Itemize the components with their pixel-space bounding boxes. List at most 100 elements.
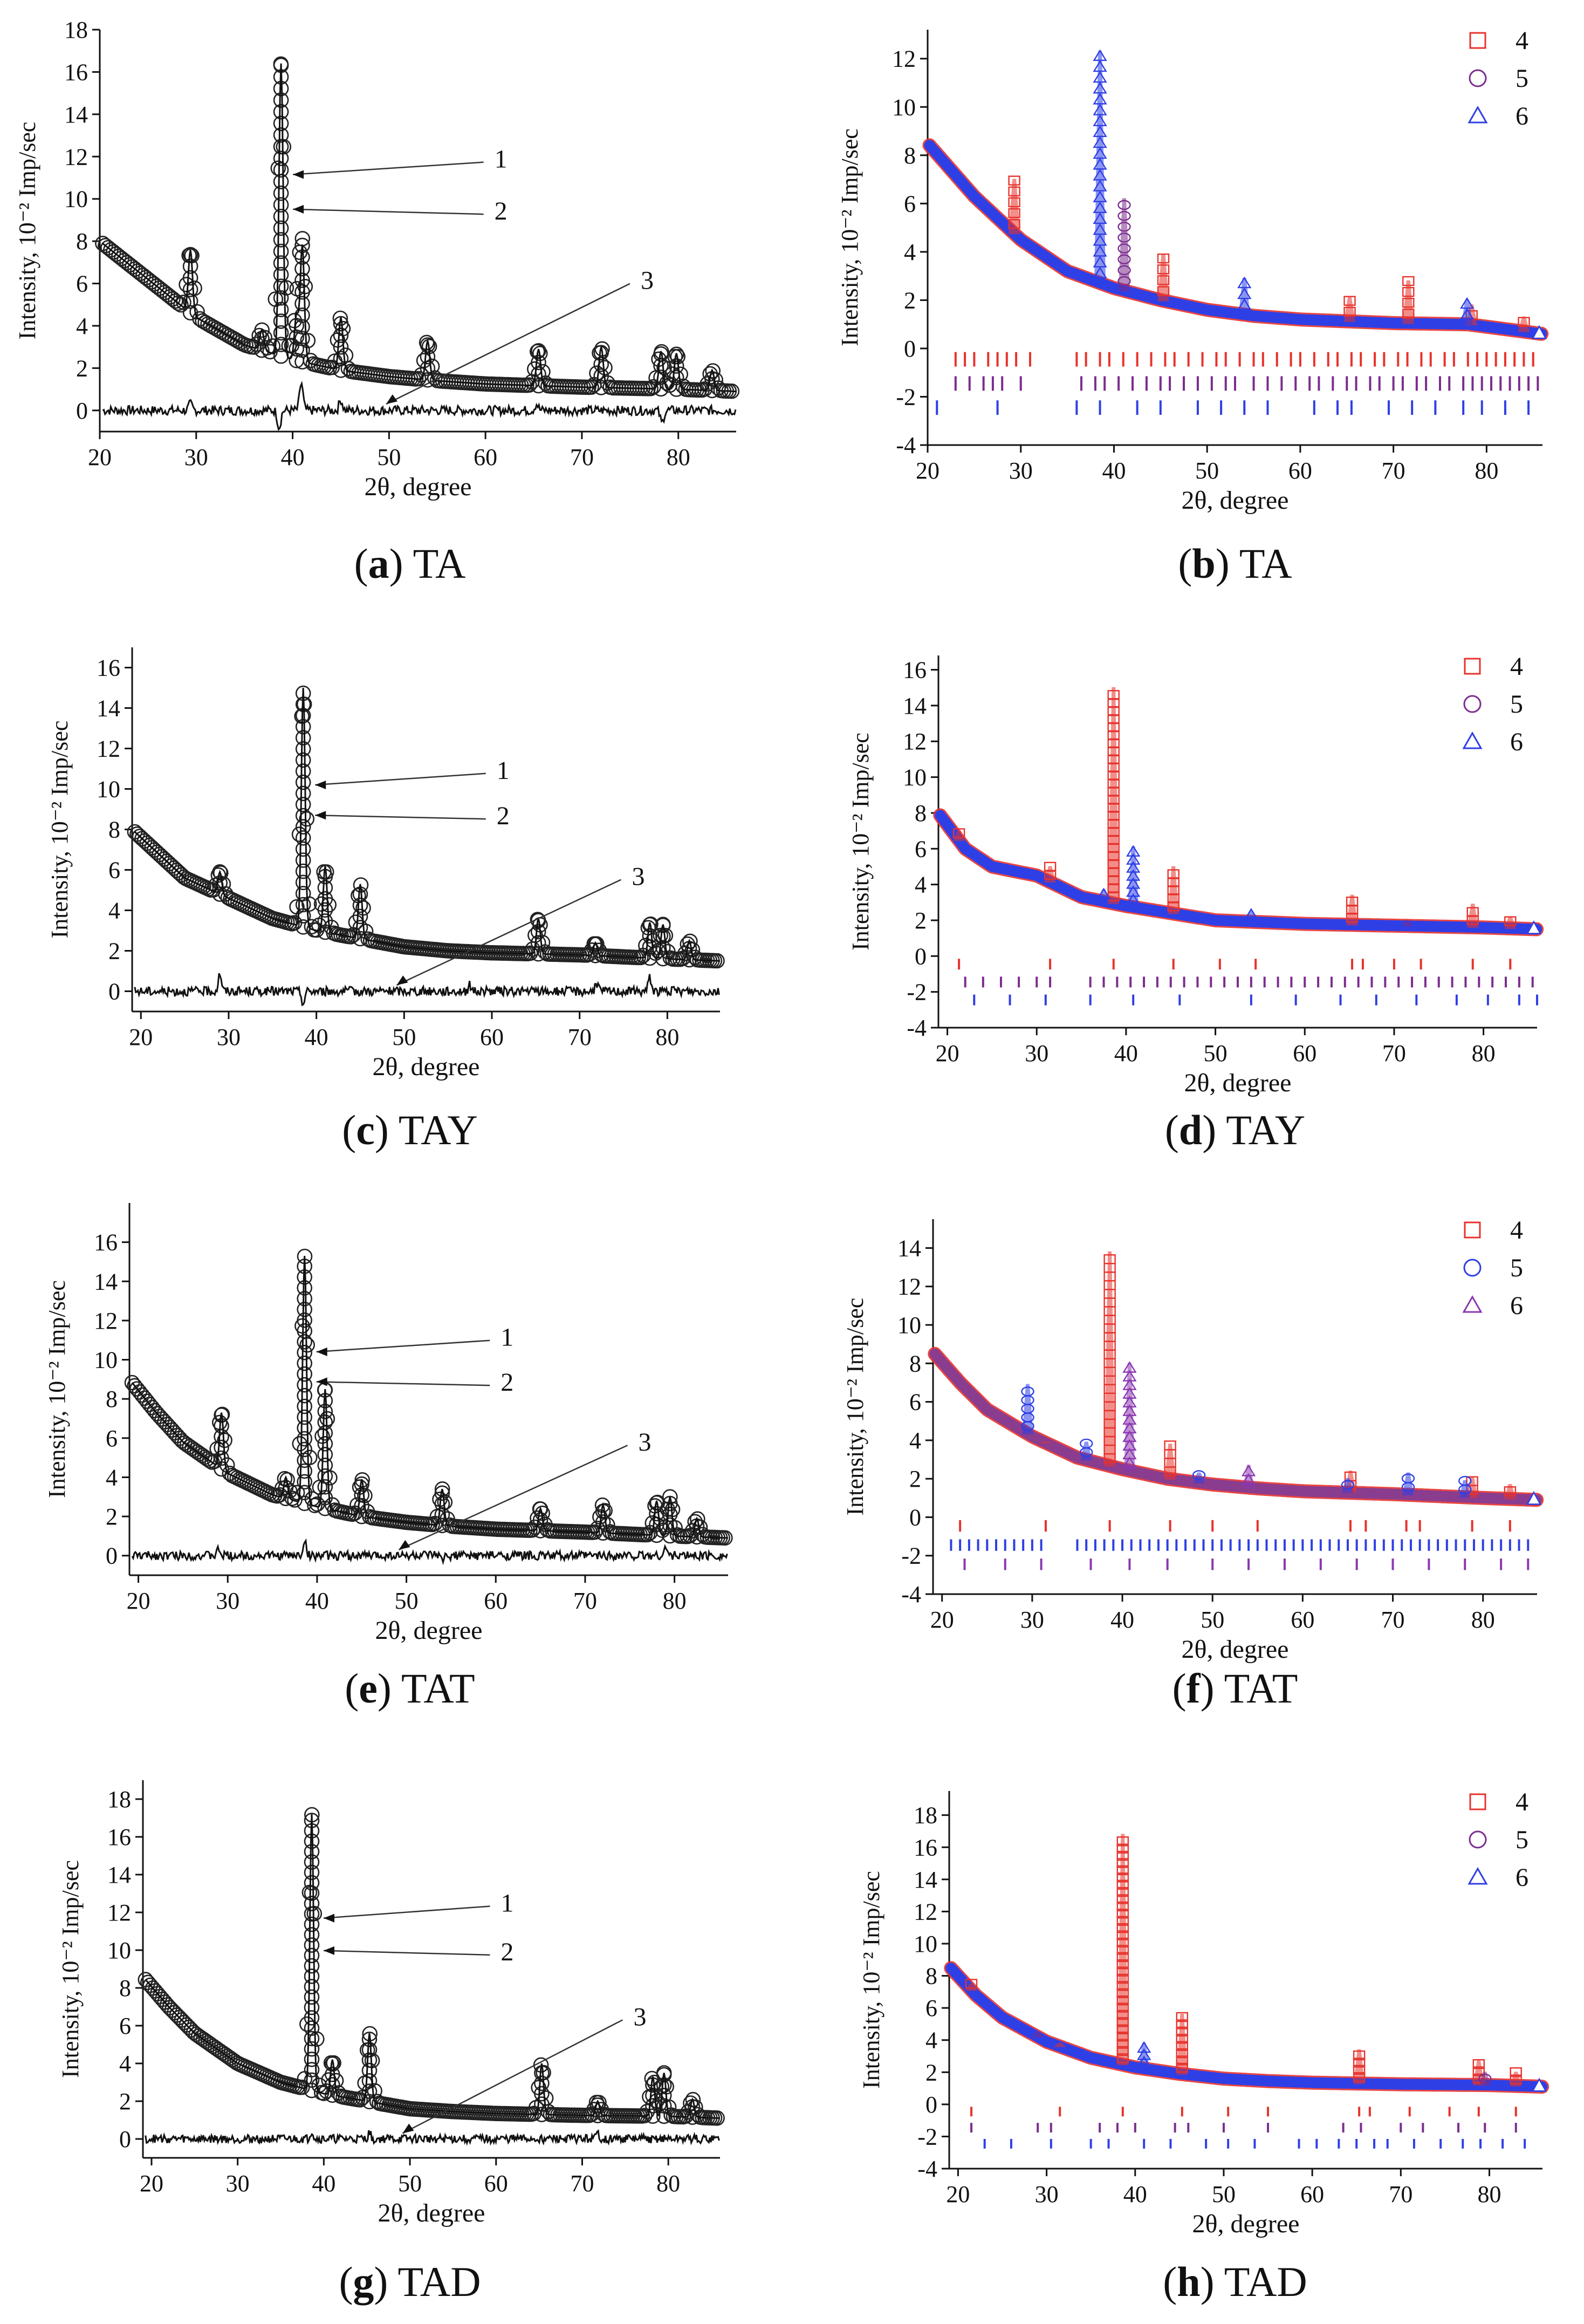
- series-4-marker: [1116, 1930, 1129, 1940]
- observed-point: [333, 339, 349, 355]
- observed-point: [534, 2096, 550, 2112]
- panel-h: 20 30 40 50 60 70 80 -4 -2 0 2 4 6 8 10 12 14 16 18 2θ, deg…: [858, 1788, 1549, 2238]
- observed-point: [352, 920, 368, 935]
- x-tick-label: 30: [1009, 457, 1033, 484]
- y-tick-label: 10: [64, 186, 88, 213]
- annotation-arrowhead: [316, 1377, 327, 1386]
- legend-marker-circle: [1469, 69, 1487, 87]
- y-axis-label: Intensity, 10⁻² Imp/sec: [57, 1860, 84, 2078]
- y-tick-label: 8: [915, 800, 927, 826]
- observed-point: [304, 2031, 320, 2047]
- observed-point: [642, 939, 658, 955]
- series-6-marker: [1126, 877, 1141, 889]
- y-tick-label: 12: [903, 728, 927, 755]
- y-tick-label: -4: [907, 1015, 927, 1041]
- observed-point: [304, 1885, 320, 1901]
- profile-end-marker: [1526, 920, 1542, 934]
- annotation-leader: [316, 1381, 490, 1386]
- annotation-arrowhead: [316, 1347, 327, 1356]
- x-axis-label: 2θ, degree: [1192, 2210, 1300, 2238]
- series-6-marker: [1093, 158, 1107, 170]
- observed-point: [273, 92, 289, 108]
- series-5-marker: [1401, 1473, 1415, 1484]
- y-tick-label: 4: [108, 898, 120, 924]
- observed-point: [304, 1896, 320, 1911]
- series-4-marker: [1008, 197, 1020, 208]
- difference-curve: [102, 380, 737, 431]
- x-axis-label: 2θ, degree: [1182, 1635, 1289, 1664]
- observed-point: [530, 924, 546, 940]
- observed-point: [317, 880, 333, 896]
- observed-point: [297, 1485, 313, 1501]
- observed-point: [361, 2042, 378, 2058]
- y-tick-label: 2: [925, 2059, 937, 2086]
- series-4-marker: [1116, 1959, 1129, 1970]
- y-tick-label: 6: [925, 1995, 937, 2021]
- observed-point: [297, 1420, 313, 1436]
- observed-point: [593, 345, 609, 361]
- x-tick-label: 70: [568, 1024, 592, 1050]
- y-tick-label: -4: [901, 1581, 921, 1608]
- observed-point: [304, 1927, 320, 1943]
- y-axis-label: Intensity, 10⁻² Imp/sec: [847, 733, 874, 951]
- x-tick-label: 80: [663, 1588, 687, 1614]
- observed-point: [653, 369, 669, 385]
- series-4-marker: [1008, 208, 1020, 218]
- observed-point: [294, 284, 310, 300]
- caption-label: TAT: [401, 1665, 475, 1712]
- observed-point: [197, 1449, 212, 1465]
- observed-point: [214, 1407, 229, 1423]
- series-5-marker: [1117, 254, 1131, 264]
- series-4-peak: [1168, 866, 1179, 914]
- x-tick-label: 20: [88, 444, 112, 470]
- panel-d: 20 30 40 50 60 70 80 -4 -2 0 2 4 6 8 10 12 14 16 2θ, degre…: [847, 652, 1544, 1097]
- y-tick-label: 16: [97, 655, 120, 681]
- observed-point: [295, 841, 311, 857]
- observed-point: [273, 255, 289, 271]
- observed-point: [304, 1979, 320, 1994]
- x-tick-label: 50: [392, 1024, 416, 1050]
- series-4-marker: [1353, 2058, 1366, 2068]
- series-4-marker: [1504, 916, 1517, 926]
- observed-point: [317, 891, 333, 907]
- observed-point: [297, 1463, 313, 1479]
- observed-point: [273, 302, 289, 318]
- series-4-marker: [1008, 175, 1020, 186]
- profile-band: [929, 1348, 1542, 1506]
- observed-point: [214, 1418, 229, 1434]
- y-tick-label: 4: [119, 2050, 131, 2077]
- series-4-marker: [1472, 2066, 1485, 2076]
- annotation-label: 3: [634, 2002, 647, 2031]
- x-tick-label: 40: [305, 1588, 329, 1614]
- series-5-marker: [1021, 1386, 1034, 1397]
- observed-point: [287, 1492, 303, 1508]
- series-6-marker: [1244, 908, 1258, 920]
- series-6-marker: [1093, 180, 1107, 192]
- series-4-marker: [1466, 907, 1479, 917]
- series-6-marker: [1122, 1447, 1137, 1460]
- legend-marker-triangle: [1468, 105, 1488, 124]
- series-5-peak: [1022, 1384, 1033, 1434]
- series-4-marker: [1116, 1843, 1129, 1854]
- caption-letter: g: [353, 2258, 374, 2305]
- observed-point: [297, 1344, 313, 1361]
- series-4-marker: [1116, 1909, 1129, 1919]
- observed-point: [273, 325, 289, 341]
- x-tick-label: 80: [1475, 457, 1498, 484]
- series-6-marker: [1237, 298, 1252, 310]
- annotation-label: 2: [500, 1368, 513, 1397]
- observed-point: [595, 1514, 611, 1530]
- series-6-marker: [1122, 1421, 1137, 1433]
- x-tick-label: 60: [474, 444, 497, 470]
- observed-point: [317, 1436, 333, 1452]
- observed-point: [295, 897, 311, 913]
- observed-point: [668, 358, 684, 374]
- y-tick-label: 0: [915, 943, 927, 969]
- annotation-arrowhead: [293, 170, 304, 179]
- observed-point: [317, 902, 333, 918]
- observed-point: [297, 1323, 313, 1339]
- series-4-marker: [1107, 690, 1120, 700]
- x-tick-label: 30: [217, 1024, 241, 1050]
- y-tick-label: 6: [904, 190, 916, 217]
